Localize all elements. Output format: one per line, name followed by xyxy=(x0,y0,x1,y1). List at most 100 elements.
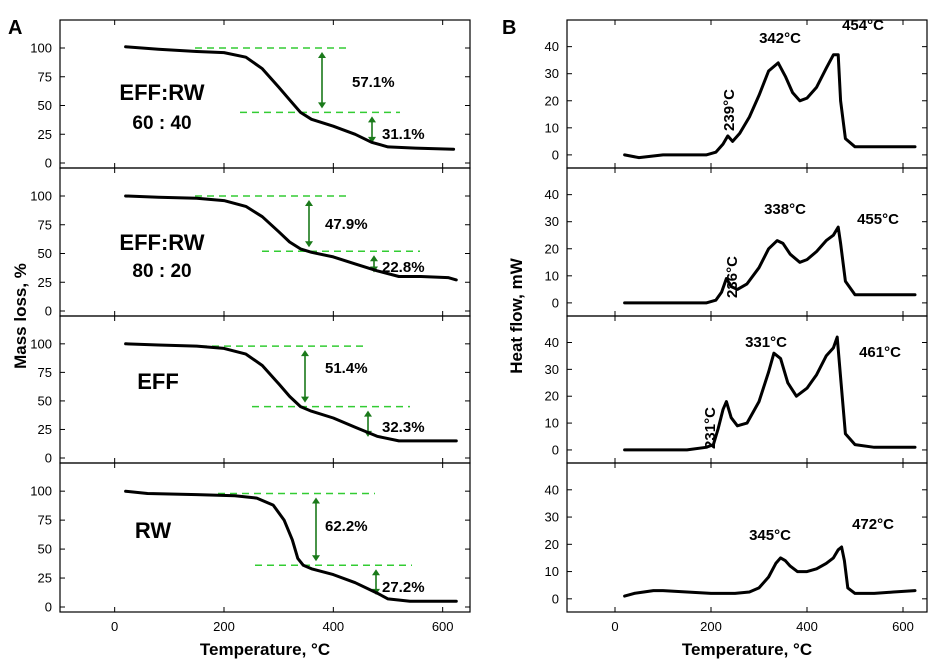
arrow-head xyxy=(312,555,320,562)
panel-letter-a: A xyxy=(8,17,22,39)
y-tick-label: 25 xyxy=(38,275,52,290)
peak-label: 331°C xyxy=(745,334,787,351)
subplot-4: 0 25 50 75 100 62.2% 27.2% RW xyxy=(30,462,471,615)
plot-frame xyxy=(566,462,928,613)
y-tick-label: 100 xyxy=(30,41,52,56)
step-label: 47.9% xyxy=(325,216,368,233)
peak-label: 472°C xyxy=(852,516,894,533)
arrow-head xyxy=(305,200,313,206)
step-label: 51.4% xyxy=(325,360,368,377)
arrow-head xyxy=(301,396,309,403)
y-tick-label: 40 xyxy=(545,187,559,202)
data-line xyxy=(623,225,917,305)
data-line xyxy=(124,194,458,282)
y-tick-label: 30 xyxy=(545,362,559,377)
x-axis-label: Temperature, °C xyxy=(200,640,330,659)
step-label: 27.2% xyxy=(382,579,425,596)
y-tick-label: 30 xyxy=(545,66,559,81)
y-tick-label: 25 xyxy=(38,127,52,142)
y-tick-label: 100 xyxy=(30,484,52,499)
sample-label: EFF:RW xyxy=(119,80,204,105)
x-tick-label: 400 xyxy=(322,619,344,634)
y-axis-label: Mass loss, % xyxy=(11,263,30,369)
y-tick-label: 40 xyxy=(545,335,559,350)
data-line xyxy=(124,45,456,151)
subplot-3: 0 10 20 30 40 231°C 331°C 461°C xyxy=(545,315,928,464)
subplot-1: 0 10 20 30 40 239°C 342°C 454°C xyxy=(545,17,928,169)
sample-label: EFF xyxy=(137,369,179,394)
data-line xyxy=(124,342,458,443)
y-tick-label: 40 xyxy=(545,482,559,497)
y-tick-label: 50 xyxy=(38,98,52,113)
step-label: 31.1% xyxy=(382,126,425,143)
y-tick-label: 0 xyxy=(552,442,559,457)
subplot-1: 0 25 50 75 100 57.1% 31.1% EFF:RW 60 : 40 xyxy=(30,19,471,171)
peak-label: 461°C xyxy=(859,344,901,361)
y-tick-label: 30 xyxy=(545,510,559,525)
y-tick-label: 50 xyxy=(38,542,52,557)
y-tick-label: 20 xyxy=(545,389,559,404)
y-tick-label: 30 xyxy=(545,214,559,229)
data-line xyxy=(124,489,458,603)
y-tick-label: 10 xyxy=(545,268,559,283)
y-tick-label: 20 xyxy=(545,241,559,256)
peak-label: 345°C xyxy=(749,527,791,544)
arrow-head xyxy=(364,410,372,417)
peak-label: 342°C xyxy=(759,30,801,47)
data-line xyxy=(623,53,917,160)
y-tick-label: 75 xyxy=(38,69,52,84)
arrow-head xyxy=(368,136,376,143)
x-tick-label: 200 xyxy=(213,619,235,634)
arrow-head xyxy=(305,241,313,248)
x-tick-label: 200 xyxy=(700,619,722,634)
y-tick-label: 50 xyxy=(38,246,52,261)
y-tick-label: 10 xyxy=(545,120,559,135)
peak-label: 454°C xyxy=(842,17,884,34)
y-tick-label: 0 xyxy=(45,451,52,466)
y-tick-label: 20 xyxy=(545,93,559,108)
peak-label: 231°C xyxy=(702,407,719,449)
y-tick-label: 10 xyxy=(545,564,559,579)
subplot-2: 0 25 50 75 100 47.9% 22.8% EFF:RW 80 : 20 xyxy=(30,167,471,319)
y-tick-label: 0 xyxy=(552,591,559,606)
y-tick-label: 25 xyxy=(38,571,52,586)
step-label: 32.3% xyxy=(382,419,425,436)
arrow-head xyxy=(301,350,309,357)
arrow-head xyxy=(318,52,326,58)
x-tick-label: 0 xyxy=(611,619,618,634)
y-tick-label: 25 xyxy=(38,422,52,437)
y-tick-label: 50 xyxy=(38,393,52,408)
y-tick-label: 75 xyxy=(38,513,52,528)
y-tick-label: 20 xyxy=(545,537,559,552)
sample-ratio: 60 : 40 xyxy=(132,113,191,134)
arrow-head xyxy=(370,255,378,262)
subplot-3: 0 25 50 75 100 51.4% 32.3% EFF xyxy=(30,315,471,466)
subplot-2: 0 10 20 30 40 236°C 338°C 455°C xyxy=(545,167,928,317)
y-tick-label: 75 xyxy=(38,365,52,380)
panel-a: 0 25 50 75 100 57.1% 31.1% EFF:RW 60 : 40 0 25 50 75… xyxy=(11,19,471,659)
step-label: 57.1% xyxy=(352,74,395,91)
y-tick-label: 0 xyxy=(45,304,52,319)
y-tick-label: 75 xyxy=(38,217,52,232)
y-tick-label: 0 xyxy=(552,295,559,310)
y-tick-label: 100 xyxy=(30,189,52,204)
sample-label: EFF:RW xyxy=(119,230,204,255)
peak-label: 338°C xyxy=(764,201,806,218)
y-tick-label: 0 xyxy=(552,147,559,162)
arrow-head xyxy=(368,116,376,123)
y-tick-label: 0 xyxy=(45,156,52,171)
y-tick-label: 40 xyxy=(545,39,559,54)
y-tick-label: 100 xyxy=(30,336,52,351)
data-line xyxy=(623,545,917,598)
arrow-head xyxy=(318,102,326,109)
x-tick-label: 0 xyxy=(111,619,118,634)
y-tick-label: 0 xyxy=(45,600,52,615)
x-tick-label: 600 xyxy=(432,619,454,634)
arrow-head xyxy=(372,569,380,576)
sample-label: RW xyxy=(135,518,171,543)
peak-label: 455°C xyxy=(857,211,899,228)
subplot-4: 0 10 20 30 40 345°C 472°C xyxy=(545,462,928,613)
x-tick-label: 600 xyxy=(892,619,914,634)
step-label: 62.2% xyxy=(325,518,368,535)
